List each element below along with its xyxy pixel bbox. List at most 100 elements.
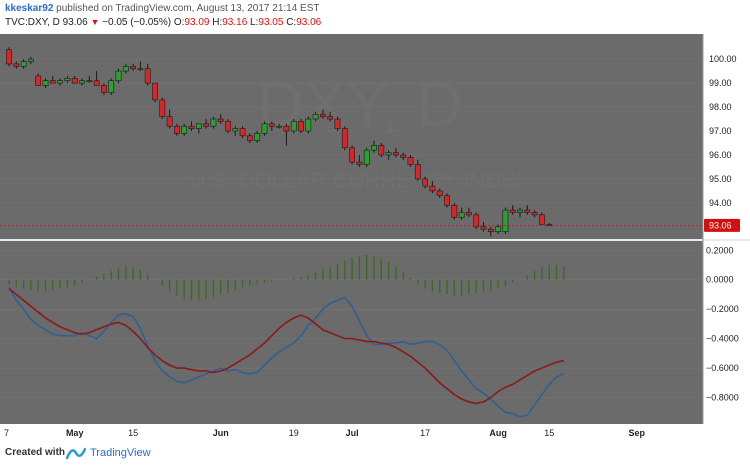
- candle: [465, 207, 472, 218]
- high-value: 93.16: [222, 17, 248, 28]
- candle-body: [502, 209, 509, 232]
- candle-body: [13, 63, 20, 67]
- candle: [298, 119, 304, 134]
- low-label: L:: [250, 17, 259, 28]
- candle-body: [93, 80, 100, 86]
- candle-body: [101, 85, 107, 93]
- candle-body: [166, 116, 173, 127]
- candle: [101, 83, 107, 96]
- candle: [203, 119, 209, 129]
- candle-body: [174, 125, 180, 134]
- candle: [495, 224, 501, 235]
- candle: [458, 207, 465, 220]
- candle: [444, 193, 450, 208]
- time-tick-label: 15: [128, 428, 138, 438]
- time-axis-labels: 7 May 15 Jun 19 Jul 17 Aug 15 Sep: [4, 428, 646, 438]
- price-tick-label: 94.00: [709, 198, 732, 208]
- candle: [166, 109, 173, 129]
- open-label: O:: [173, 17, 185, 28]
- candle: [283, 123, 290, 146]
- candle-body: [57, 80, 63, 84]
- macd-tick-label: −0.8000: [706, 393, 739, 403]
- candle: [195, 123, 202, 134]
- candle: [64, 75, 71, 84]
- candle: [261, 121, 268, 136]
- candle-body: [225, 121, 231, 132]
- candle: [6, 47, 12, 67]
- candle-body: [429, 185, 436, 192]
- candle-body: [400, 154, 407, 158]
- candle-body: [531, 212, 538, 216]
- candle: [356, 154, 363, 167]
- publish-info: kkeskar92 published on TradingView.com, …: [5, 3, 320, 14]
- candle: [319, 109, 326, 120]
- price-tick-label: 97.00: [709, 126, 732, 136]
- candle: [451, 202, 458, 220]
- tradingview-brand[interactable]: TradingView: [90, 447, 151, 459]
- tradingview-logo-icon: [66, 447, 86, 460]
- last-price-tag: 93.06: [704, 218, 740, 232]
- candle-body: [363, 149, 370, 165]
- candle-body: [465, 212, 472, 216]
- candle-body: [232, 128, 239, 132]
- candle-body: [392, 152, 399, 156]
- price-tick-label: 95.00: [709, 174, 732, 184]
- candle: [144, 63, 151, 86]
- candle-body: [524, 209, 531, 213]
- macd-tick-label: −0.6000: [706, 363, 739, 373]
- last-price: 93.06: [62, 17, 88, 28]
- candle: [509, 205, 516, 215]
- signal-line: [8, 287, 564, 405]
- candle: [378, 142, 385, 158]
- author-link[interactable]: kkeskar92: [5, 3, 54, 14]
- time-tick-label: 17: [420, 428, 430, 438]
- candle-body: [35, 75, 42, 86]
- candle: [232, 126, 239, 136]
- chart-area[interactable]: DXY, D U.S. DOLLAR CURRENCY INDEX 100.00…: [0, 34, 750, 440]
- last-price-tag-label: 93.06: [709, 220, 732, 230]
- candle: [473, 212, 480, 230]
- candle: [122, 63, 129, 74]
- candle-body: [495, 226, 501, 232]
- candle: [371, 140, 377, 153]
- candle-body: [473, 214, 480, 228]
- candle-body: [115, 70, 122, 82]
- candle: [137, 61, 144, 72]
- low-value: 93.05: [258, 17, 284, 28]
- candle-body: [20, 61, 27, 67]
- candle-body: [254, 133, 261, 141]
- candle-body: [458, 212, 465, 218]
- time-tick-label: Aug: [489, 428, 507, 438]
- candle-body: [195, 123, 202, 129]
- candle: [334, 116, 341, 132]
- candle-body: [27, 58, 34, 62]
- time-tick-label: May: [66, 428, 84, 438]
- candle-body: [356, 161, 363, 165]
- symbol-info: TVC:DXY, D 93.06 ▼ −0.05 (−0.05%) O:93.0…: [5, 17, 321, 28]
- candle: [400, 152, 407, 160]
- candle: [239, 126, 246, 139]
- candle-body: [203, 123, 209, 127]
- open-value: 93.09: [184, 17, 210, 28]
- candle-body: [181, 125, 188, 134]
- time-axis[interactable]: [0, 424, 750, 440]
- candle-body: [371, 145, 377, 151]
- candle: [13, 61, 20, 69]
- candle-body: [144, 68, 151, 84]
- candle-body: [327, 116, 334, 120]
- price-tick-label: 96.00: [709, 150, 732, 160]
- candle: [254, 131, 261, 143]
- candle-body: [436, 190, 443, 196]
- candle-body: [261, 123, 268, 134]
- candle-body: [414, 164, 421, 180]
- candle-body: [341, 128, 348, 149]
- candle: [35, 73, 42, 86]
- candle-body: [422, 178, 428, 187]
- time-tick-label: 7: [4, 428, 9, 438]
- candle: [130, 63, 136, 72]
- candle-body: [509, 209, 516, 213]
- candle-body: [137, 68, 144, 71]
- candle-body: [188, 125, 195, 129]
- candle-body: [210, 118, 217, 127]
- last-price-tag-bg: [704, 218, 740, 232]
